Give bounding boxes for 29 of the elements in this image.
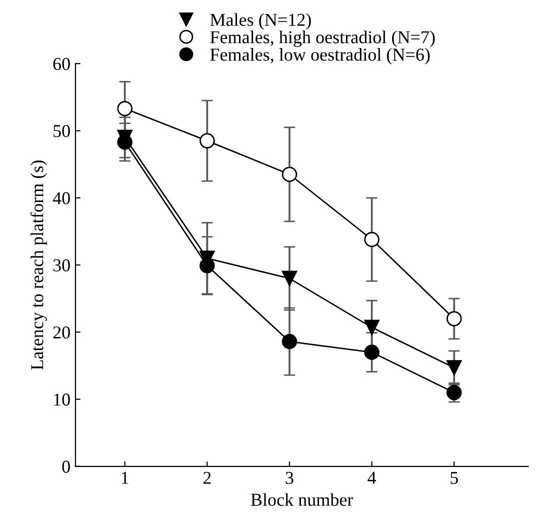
x-tick-label: 1 xyxy=(122,472,128,484)
x-tick-label: 4 xyxy=(368,472,376,484)
x-axis-title: Block number xyxy=(250,493,354,506)
legend-label: Males (N=12) xyxy=(210,13,311,30)
point xyxy=(282,270,298,286)
y-tick-label: 10 xyxy=(54,394,70,406)
y-tick-label: 0 xyxy=(62,460,70,473)
y-tick-label: 30 xyxy=(53,259,70,272)
point xyxy=(364,320,380,336)
legend-label: Females, low oestradiol (N=6) xyxy=(210,48,430,64)
point xyxy=(117,134,132,150)
point xyxy=(364,344,380,360)
point xyxy=(200,258,215,274)
point xyxy=(282,334,298,350)
point xyxy=(446,360,462,376)
x-tick-label: 2 xyxy=(203,472,211,484)
y-axis-title: Latency to reach platform (s) xyxy=(30,160,47,370)
y-tick-label: 60 xyxy=(53,58,70,70)
point xyxy=(446,311,462,326)
point xyxy=(117,100,132,116)
point xyxy=(282,166,298,182)
y-tick-label: 50 xyxy=(54,124,70,138)
point xyxy=(364,232,380,248)
y-tick-label: 20 xyxy=(53,326,70,339)
point xyxy=(200,133,215,148)
legend-label: Females, high oestradiol (N=7) xyxy=(210,30,435,48)
x-tick-label: 5 xyxy=(450,472,458,484)
x-tick-label: 3 xyxy=(286,472,294,484)
y-tick-label: 40 xyxy=(52,192,70,204)
